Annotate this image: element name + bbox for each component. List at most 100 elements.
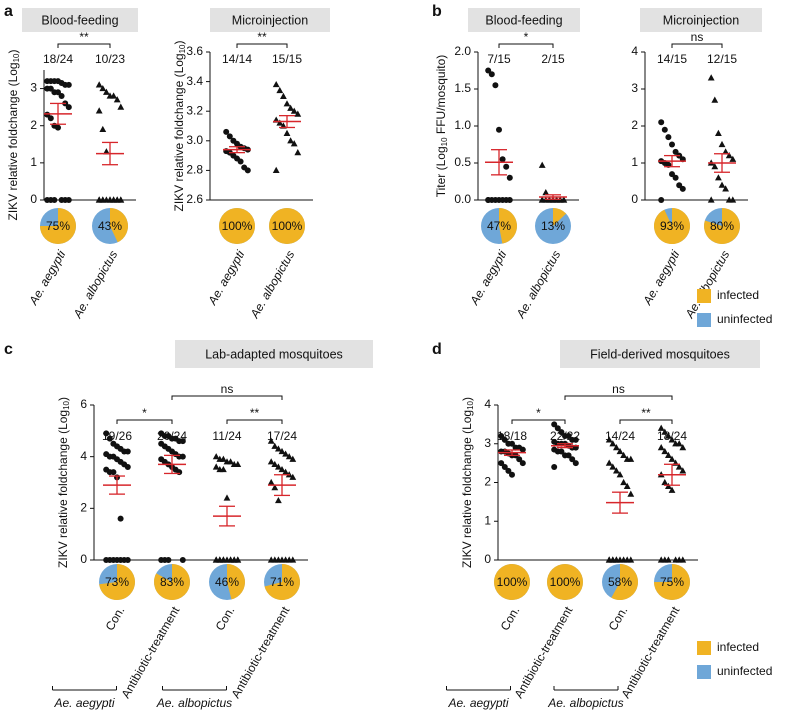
x-tick-label: Con. [606, 604, 631, 633]
x-tick-label: Ae. aegypti [26, 248, 69, 308]
y-tick-label: 2.0 [454, 44, 471, 58]
data-point [572, 436, 579, 443]
data-point [282, 450, 289, 457]
pie-label: 100% [222, 219, 253, 233]
x-tick-label: Con. [213, 604, 238, 633]
count-label: 14/24 [605, 429, 635, 443]
data-point [117, 103, 125, 110]
data-point [609, 463, 617, 470]
y-tick-label: 3 [631, 81, 638, 95]
data-point [542, 189, 550, 196]
pie-slice [499, 208, 517, 244]
data-point [657, 444, 665, 451]
data-point [657, 424, 665, 431]
error-bar [164, 454, 180, 475]
significance-bracket [171, 395, 283, 400]
x-tick-label: Ae. albopictus [513, 248, 563, 321]
data-point [718, 140, 726, 148]
panel: b Blood-feeding Titer (Log10 FFU/mosquito)… [432, 3, 580, 321]
significance-bracket [236, 43, 288, 48]
data-point [501, 436, 508, 443]
data-point [509, 471, 515, 478]
data-point [672, 148, 679, 155]
data-point [58, 93, 65, 99]
data-point [289, 473, 297, 480]
data-point [711, 96, 719, 103]
y-tick-label: 1 [484, 513, 491, 527]
data-point [220, 465, 227, 473]
pie-label: 75% [660, 575, 684, 589]
pie-slice [40, 208, 76, 244]
data-point [113, 96, 121, 103]
data-point [276, 86, 284, 94]
data-point [47, 85, 54, 92]
data-point [661, 478, 669, 486]
data-point [110, 92, 117, 99]
data-point [99, 125, 107, 133]
count-label: 7/15 [487, 52, 511, 66]
data-point [65, 197, 72, 203]
data-point [679, 467, 687, 474]
x-tick-label: Ae. aegypti [205, 248, 248, 308]
data-point [658, 197, 665, 203]
data-point [272, 80, 280, 88]
error-bar [664, 463, 680, 486]
significance-label: ns [612, 382, 625, 396]
data-point [609, 440, 617, 447]
pie-slice [264, 564, 300, 601]
data-point [176, 469, 183, 476]
y-axis-label: Titer (Log10 FFU/mosquito) [434, 55, 449, 198]
pie-label: 93% [660, 219, 684, 233]
data-point [658, 119, 665, 126]
data-point [569, 456, 576, 463]
data-point [275, 496, 282, 504]
data-point [271, 484, 279, 491]
pie-slice [611, 564, 638, 600]
data-point [485, 197, 492, 203]
y-tick-label: 3 [30, 81, 37, 95]
significance-label: ** [79, 30, 89, 44]
data-point [227, 458, 234, 465]
data-point [665, 482, 672, 489]
panel: c Lab-adapted mosquitoes ZIKV relative fol… [4, 340, 373, 710]
title-box [210, 8, 330, 32]
data-point [501, 464, 508, 470]
data-point [565, 433, 572, 439]
x-tick-label: Antibiotic-treatment [512, 604, 576, 701]
panel-title: Field-derived mosquitoes [590, 347, 730, 361]
data-point [220, 556, 227, 563]
data-point [275, 463, 282, 470]
data-point [485, 67, 492, 74]
data-point [283, 129, 291, 136]
y-axis-label-sub: 10 [178, 44, 187, 53]
data-point [623, 482, 631, 489]
y-tick-label: 0 [484, 552, 491, 566]
data-point [605, 459, 613, 466]
count-label: 18/24 [43, 52, 73, 66]
pie-label: 13% [541, 219, 565, 233]
y-tick-label: 3.4 [186, 74, 203, 88]
data-point [99, 84, 107, 92]
error-bar [664, 154, 680, 168]
data-point [519, 446, 526, 453]
title-box [175, 340, 373, 368]
data-point [282, 468, 289, 475]
pie-slice [547, 564, 583, 600]
y-tick-label: 4 [484, 397, 491, 411]
data-point [499, 156, 506, 163]
panel-title: Microinjection [232, 13, 308, 27]
pie-label: 43% [98, 219, 122, 233]
data-point [620, 478, 627, 486]
data-point [715, 174, 722, 181]
data-point [675, 463, 683, 470]
y-tick-label: 1 [30, 155, 37, 169]
y-tick-label: 2 [484, 475, 491, 489]
y-tick-label: 2 [30, 118, 37, 132]
y-tick-label: 4 [631, 44, 638, 58]
y-tick-label: 0.5 [454, 155, 471, 169]
data-point [554, 425, 561, 432]
legend-swatch [697, 641, 711, 655]
data-point [665, 134, 672, 141]
data-point [665, 556, 672, 563]
error-bar [557, 443, 573, 449]
